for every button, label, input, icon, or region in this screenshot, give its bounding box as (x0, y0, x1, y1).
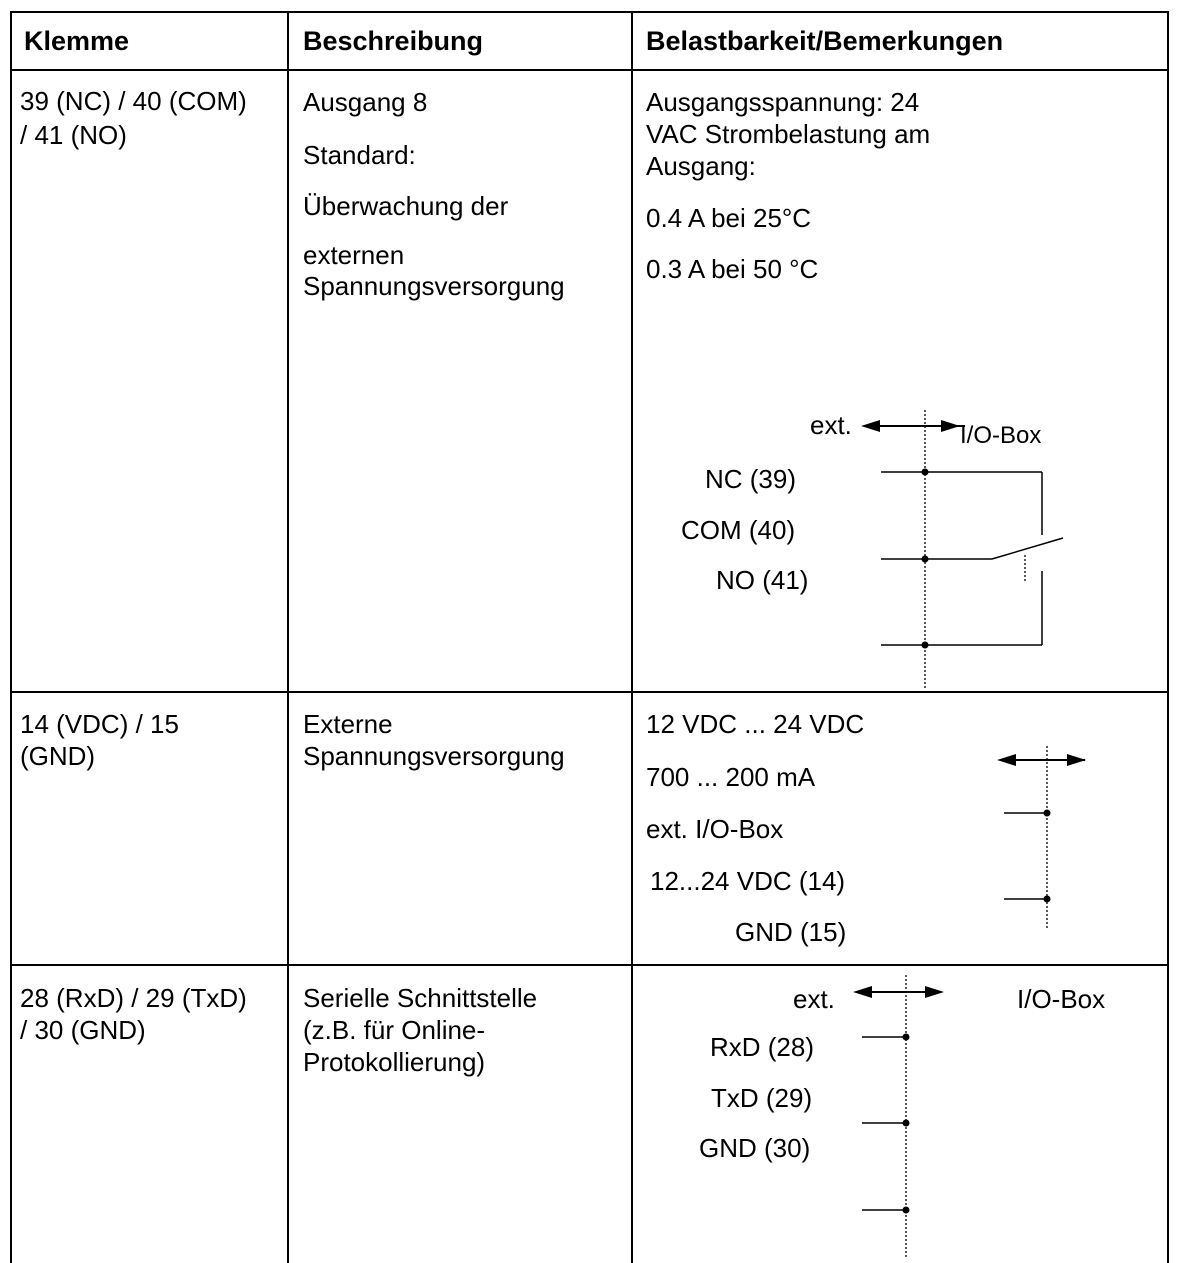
column-divider (287, 11, 289, 1263)
row1-beschreibung-line5: Spannungsversorgung (303, 271, 565, 301)
row1-klemme-line2: / 41 (NO) (20, 120, 127, 150)
row-divider (10, 964, 1169, 966)
row3-beschreibung-line1: Serielle Schnittstelle (303, 983, 538, 1013)
row2-bemerkung-line2: 700 ... 200 mA (646, 762, 816, 792)
row2-beschreibung-line2: Spannungsversorgung (303, 741, 565, 771)
header-beschreibung: Beschreibung (303, 26, 484, 56)
row1-bemerkung-line5: 0.3 A bei 50 °C (646, 254, 819, 284)
row3-beschreibung-line2: (z.B. für Online- (303, 1015, 486, 1045)
row2-klemme-line1: 14 (VDC) / 15 (20, 709, 179, 739)
header-divider (10, 69, 1169, 71)
row3-diagram-pin-rxd: RxD (28) (710, 1032, 815, 1062)
header-bemerkungen: Belastbarkeit/Bemerkungen (646, 26, 1004, 56)
row3-diagram-ext-label: ext. (793, 984, 835, 1014)
row2-bemerkung-line3: ext. I/O-Box (646, 814, 784, 844)
row-divider (10, 691, 1169, 693)
row3-diagram-box-label: I/O-Box (1017, 984, 1106, 1014)
row3-beschreibung-line3: Protokollierung) (303, 1047, 486, 1077)
row3-klemme-line2: / 30 (GND) (20, 1015, 146, 1045)
row1-diagram-ext-label: ext. (810, 410, 852, 440)
row1-bemerkung-line2: VAC Strombelastung am (646, 119, 931, 149)
row3-klemme-line1: 28 (RxD) / 29 (TxD) (20, 983, 247, 1013)
row2-klemme-line2: (GND) (20, 741, 96, 771)
row2-bemerkung-line4: 12...24 VDC (14) (650, 866, 846, 896)
row1-klemme-line1: 39 (NC) / 40 (COM) (20, 86, 247, 116)
row1-beschreibung-line2: Standard: (303, 140, 416, 170)
row1-diagram-pin-no: NO (41) (716, 565, 809, 595)
row1-bemerkung-line3: Ausgang: (646, 151, 756, 181)
terminal-table (10, 11, 1169, 1263)
header-klemme: Klemme (24, 26, 130, 56)
row1-bemerkung-line1: Ausgangsspannung: 24 (646, 87, 920, 117)
row1-beschreibung-line3: Überwachung der (303, 191, 509, 221)
row1-diagram-pin-com: COM (40) (681, 515, 796, 545)
row1-beschreibung-line4: externen (303, 240, 405, 270)
row1-bemerkung-line4: 0.4 A bei 25°C (646, 203, 812, 233)
row2-bemerkung-line5: GND (15) (735, 917, 847, 947)
row1-beschreibung-line1: Ausgang 8 (303, 87, 428, 117)
row1-diagram-pin-nc: NC (39) (705, 464, 797, 494)
row3-diagram-pin-txd: TxD (29) (711, 1083, 813, 1113)
column-divider (631, 11, 633, 1263)
row2-beschreibung-line1: Externe (303, 709, 393, 739)
row3-diagram-pin-gnd: GND (30) (699, 1133, 811, 1163)
row1-diagram-box-label: I/O-Box (960, 422, 1042, 449)
row2-bemerkung-line1: 12 VDC ... 24 VDC (646, 709, 865, 739)
